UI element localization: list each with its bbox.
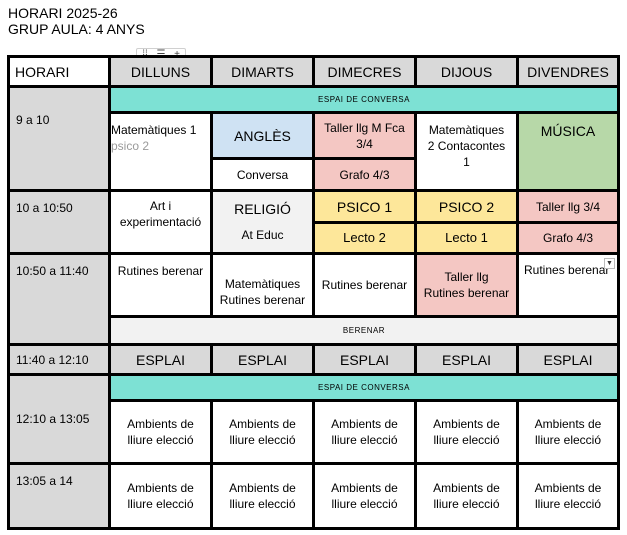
banner-espai-conversa-2: ESPAI DE CONVERSA <box>111 376 617 399</box>
time-slot-6: 13:05 a 14 <box>10 465 108 527</box>
cell-dijous-1[interactable]: Matemàtiques 2 Contacontes 1 <box>417 114 516 189</box>
cell-dimarts-3[interactable]: Matemàtiques Rutines berenar <box>213 255 312 315</box>
cell-dilluns-5[interactable]: Ambients de lliure elecció <box>111 402 210 462</box>
cell-dimecres-2b[interactable]: Lecto 2 <box>315 224 414 252</box>
time-slot-4: 11:40 a 12:10 <box>10 346 108 373</box>
cell-dimecres-2a[interactable]: PSICO 1 <box>315 192 414 221</box>
add-icon[interactable]: + <box>174 49 180 60</box>
time-slot-3: 10:50 a 11:40 <box>10 255 108 343</box>
header-dilluns: DILLUNS <box>111 58 210 85</box>
cell-text: RELIGIÓ <box>234 201 291 217</box>
cell-divendres-2a[interactable]: Taller llg 3/4 <box>519 192 617 221</box>
time-slot-1: 9 a 10 <box>10 88 108 189</box>
cell-dijous-6[interactable]: Ambients de lliure elecció <box>417 465 516 527</box>
cell-dimarts-esplai[interactable]: ESPLAI <box>213 346 312 373</box>
cell-dilluns-1[interactable]: Matemàtiques 1 psico 2 <box>111 114 210 189</box>
cell-dilluns-3[interactable]: Rutines berenar <box>111 255 210 315</box>
cell-dijous-2b[interactable]: Lecto 1 <box>417 224 516 252</box>
header-dijous: DIJOUS <box>417 58 516 85</box>
cell-dijous-2a[interactable]: PSICO 2 <box>417 192 516 221</box>
cell-divendres-2b[interactable]: Grafo 4/3 <box>519 224 617 252</box>
cell-dimecres-1a[interactable]: Taller llg M Fca 3/4 <box>315 114 414 157</box>
drag-handle-icon[interactable]: ⁞⁞ <box>142 49 148 60</box>
cell-dijous-esplai[interactable]: ESPLAI <box>417 346 516 373</box>
cell-dimarts-1b[interactable]: Conversa <box>213 160 312 189</box>
cell-dijous-3[interactable]: Taller llg Rutines berenar <box>417 255 516 315</box>
filter-icon[interactable]: ☰ <box>156 49 166 60</box>
cell-text: Matemàtiques 1 <box>111 123 197 137</box>
cell-divendres-1[interactable]: MÚSICA <box>519 114 617 189</box>
cell-dilluns-2[interactable]: Art i experimentació <box>111 192 210 252</box>
time-slot-2: 10 a 10:50 <box>10 192 108 252</box>
header-dimecres: DIMECRES <box>315 58 414 85</box>
time-slot-5: 12:10 a 13:05 <box>10 376 108 462</box>
cell-dimecres-1b[interactable]: Grafo 4/3 <box>315 160 414 189</box>
cell-dimecres-esplai[interactable]: ESPLAI <box>315 346 414 373</box>
cell-dilluns-6[interactable]: Ambients de lliure elecció <box>111 465 210 527</box>
dropdown-caret-icon[interactable]: ▼ <box>604 258 615 269</box>
cell-divendres-5[interactable]: Ambients de lliure elecció <box>519 402 617 462</box>
cell-dimecres-5[interactable]: Ambients de lliure elecció <box>315 402 414 462</box>
cell-dijous-5[interactable]: Ambients de lliure elecció <box>417 402 516 462</box>
cell-dimecres-6[interactable]: Ambients de lliure elecció <box>315 465 414 527</box>
banner-berenar: BERENAR <box>111 318 617 343</box>
cell-dimarts-5[interactable]: Ambients de lliure elecció <box>213 402 312 462</box>
cell-dimarts-2[interactable]: RELIGIÓ At Educ <box>213 192 312 252</box>
cell-dimecres-3[interactable]: Rutines berenar <box>315 255 414 315</box>
cell-divendres-3[interactable]: Rutines berenar <box>519 255 617 315</box>
cell-dimarts-1a[interactable]: ANGLÈS <box>213 114 312 157</box>
cell-divendres-6[interactable]: Ambients de lliure elecció <box>519 465 617 527</box>
header-horari: HORARI <box>10 58 108 85</box>
cell-dimarts-6[interactable]: Ambients de lliure elecció <box>213 465 312 527</box>
header-dimarts: DIMARTS <box>213 58 312 85</box>
cell-text-secondary: At Educ <box>241 228 284 242</box>
banner-espai-conversa: ESPAI DE CONVERSA <box>111 88 617 111</box>
cell-dilluns-esplai[interactable]: ESPLAI <box>111 346 210 373</box>
group-title: GRUP AULA: 4 ANYS <box>8 21 145 37</box>
schedule-title: HORARI 2025-26 <box>8 5 118 21</box>
cell-text-secondary: psico 2 <box>111 139 150 153</box>
header-divendres: DIVENDRES <box>519 58 617 85</box>
cell-divendres-esplai[interactable]: ESPLAI <box>519 346 617 373</box>
